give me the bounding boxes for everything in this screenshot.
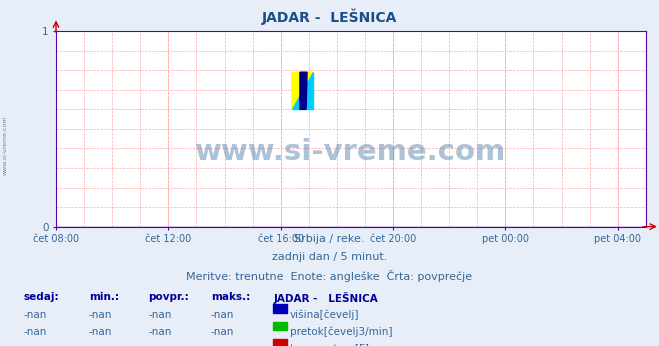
Text: -nan: -nan [148,327,171,337]
Text: Srbija / reke.: Srbija / reke. [295,234,364,244]
Text: maks.:: maks.: [211,292,250,302]
Text: pretok[čevelj3/min]: pretok[čevelj3/min] [290,327,393,337]
Text: JADAR -  LEŠNICA: JADAR - LEŠNICA [262,9,397,25]
Text: -nan: -nan [23,344,46,346]
Text: višina[čevelj]: višina[čevelj] [290,310,359,320]
Text: -nan: -nan [89,310,112,320]
Polygon shape [292,72,313,109]
Text: www.si-vreme.com: www.si-vreme.com [195,138,507,166]
Text: -nan: -nan [211,310,234,320]
Text: -nan: -nan [23,327,46,337]
Text: sedaj:: sedaj: [23,292,59,302]
Text: -nan: -nan [89,344,112,346]
Polygon shape [300,72,307,109]
Polygon shape [292,72,313,109]
Text: temperatura[F]: temperatura[F] [290,344,370,346]
Text: zadnji dan / 5 minut.: zadnji dan / 5 minut. [272,252,387,262]
Text: povpr.:: povpr.: [148,292,189,302]
Text: -nan: -nan [211,327,234,337]
Text: Meritve: trenutne  Enote: angleške  Črta: povprečje: Meritve: trenutne Enote: angleške Črta: … [186,270,473,282]
Text: -nan: -nan [211,344,234,346]
Text: JADAR -   LEŠNICA: JADAR - LEŠNICA [273,292,378,304]
Text: -nan: -nan [148,310,171,320]
Text: www.si-vreme.com: www.si-vreme.com [3,116,8,175]
Text: -nan: -nan [23,310,46,320]
Text: min.:: min.: [89,292,119,302]
Text: -nan: -nan [89,327,112,337]
Text: -nan: -nan [148,344,171,346]
